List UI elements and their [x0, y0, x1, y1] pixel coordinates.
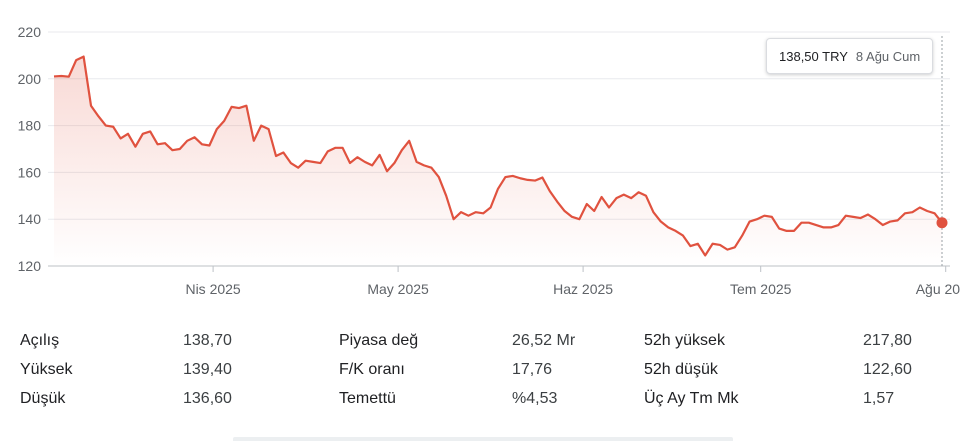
tooltip-date: 8 Ağu Cum: [855, 48, 921, 64]
scroll-indicator: [233, 437, 733, 441]
stats-row: Düşük 136,60 Temettü %4,53 Üç Ay Tm Mk 1…: [0, 384, 960, 413]
y-tick-label: 180: [18, 118, 42, 134]
stat-value-open: 138,70: [183, 332, 232, 349]
stat-label-high: Yüksek: [20, 361, 73, 378]
stat-label-pe-ratio: F/K oranı: [339, 361, 405, 378]
x-axis: Nis 2025 May 2025 Haz 2025 Tem 2025 Ağu 2025: [185, 266, 960, 297]
stat-label-quarterly: Üç Ay Tm Mk: [644, 390, 739, 407]
x-tick-label: May 2025: [367, 281, 429, 297]
stat-value-market-cap: 26,52 Mr: [512, 332, 576, 349]
stat-value-quarterly: 1,57: [863, 390, 895, 407]
x-tick-label: Tem 2025: [730, 281, 792, 297]
stat-value-52w-low: 122,60: [863, 361, 912, 378]
stat-label-open: Açılış: [20, 332, 60, 349]
stat-label-market-cap: Piyasa değ: [339, 332, 419, 349]
x-tick-label: Haz 2025: [553, 281, 613, 297]
stat-label-52w-high: 52h yüksek: [644, 332, 725, 349]
price-line: [53, 55, 943, 257]
stat-value-52w-high: 217,80: [863, 332, 912, 349]
price-tooltip: 138,50 TRY 8 Ağu Cum: [766, 38, 934, 74]
x-tick-label: Nis 2025: [185, 281, 240, 297]
y-tick-label: 220: [18, 24, 42, 40]
stat-label-52w-low: 52h düşük: [644, 361, 718, 378]
y-tick-label: 160: [18, 164, 42, 180]
price-chart[interactable]: 120 140 160 180 200 220 Nis 2025 May 2025 Haz 2…: [0, 0, 960, 310]
y-axis: 120 140 160 180 200 220: [18, 24, 42, 274]
stats-row: Açılış 138,70 Piyasa değ 26,52 Mr 52h yü…: [0, 326, 960, 355]
stat-value-high: 139,40: [183, 361, 232, 378]
hover-point: [936, 217, 948, 229]
stat-value-low: 136,60: [183, 390, 232, 407]
y-tick-label: 140: [18, 211, 42, 227]
stat-label-low: Düşük: [20, 390, 66, 407]
tooltip-price: 138,50 TRY: [779, 48, 848, 64]
y-tick-label: 120: [18, 258, 42, 274]
price-area-fill: [54, 56, 942, 266]
y-tick-label: 200: [18, 71, 42, 87]
stats-row: Yüksek 139,40 F/K oranı 17,76 52h düşük …: [0, 355, 960, 384]
stat-label-dividend: Temettü: [339, 390, 396, 407]
stat-value-pe-ratio: 17,76: [512, 361, 553, 378]
x-tick-label: Ağu 2025: [916, 281, 960, 297]
stat-value-dividend: %4,53: [512, 390, 558, 407]
